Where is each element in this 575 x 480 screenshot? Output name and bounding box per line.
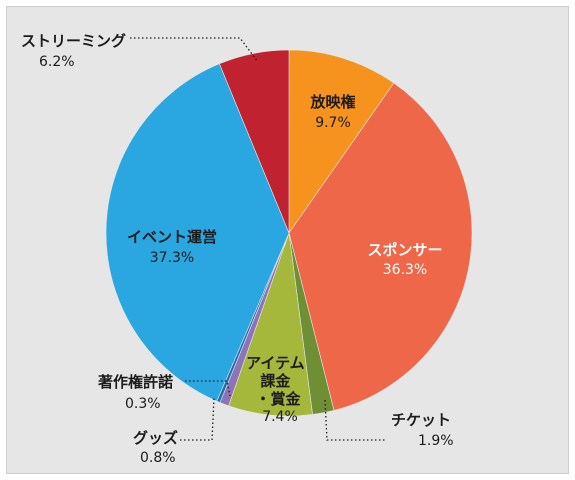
leader-streaming: [130, 37, 259, 63]
label-item-name: アイテム 課金 ・賞金: [246, 354, 310, 408]
label-item-name-line-2: 課金: [260, 372, 291, 390]
leader-goods: [180, 397, 215, 441]
label-streaming-name: ストリーミング: [21, 32, 126, 50]
label-broadcast-value: 9.7%: [315, 115, 351, 131]
label-sponsor-name: スポンサー: [367, 241, 442, 259]
label-copyright-name: 著作権許諾: [97, 373, 173, 391]
leader-lines: [130, 37, 385, 441]
pie-slice-6: [105, 63, 290, 402]
label-copyright-value: 0.3%: [125, 396, 161, 412]
label-sponsor-value: 36.3%: [383, 262, 427, 278]
pie-slice-1: [288, 82, 473, 411]
label-event-name: イベント運営: [127, 228, 217, 246]
leader-ticket: [324, 399, 385, 441]
label-ticket-value: 1.9%: [418, 433, 454, 449]
label-item-name-line-3: ・賞金: [255, 390, 301, 408]
label-broadcast-name: 放映権: [309, 93, 355, 111]
pie-slice-7: [219, 49, 290, 234]
pie-slices: [105, 49, 473, 417]
label-event-value: 37.3%: [150, 250, 194, 266]
leader-copyright: [185, 380, 231, 397]
label-goods-value: 0.8%: [140, 450, 176, 466]
label-streaming-value: 6.2%: [39, 54, 75, 70]
label-ticket-name: チケット: [391, 411, 451, 429]
label-item-name-line-1: アイテム: [246, 354, 305, 372]
label-item-value: 7.4%: [262, 409, 298, 425]
label-goods-name: グッズ: [133, 429, 178, 447]
slice-labels: ストリーミング 6.2% 放映権 9.7% スポンサー 36.3% イベント運営…: [21, 32, 454, 466]
pie-slice-0: [288, 49, 395, 234]
